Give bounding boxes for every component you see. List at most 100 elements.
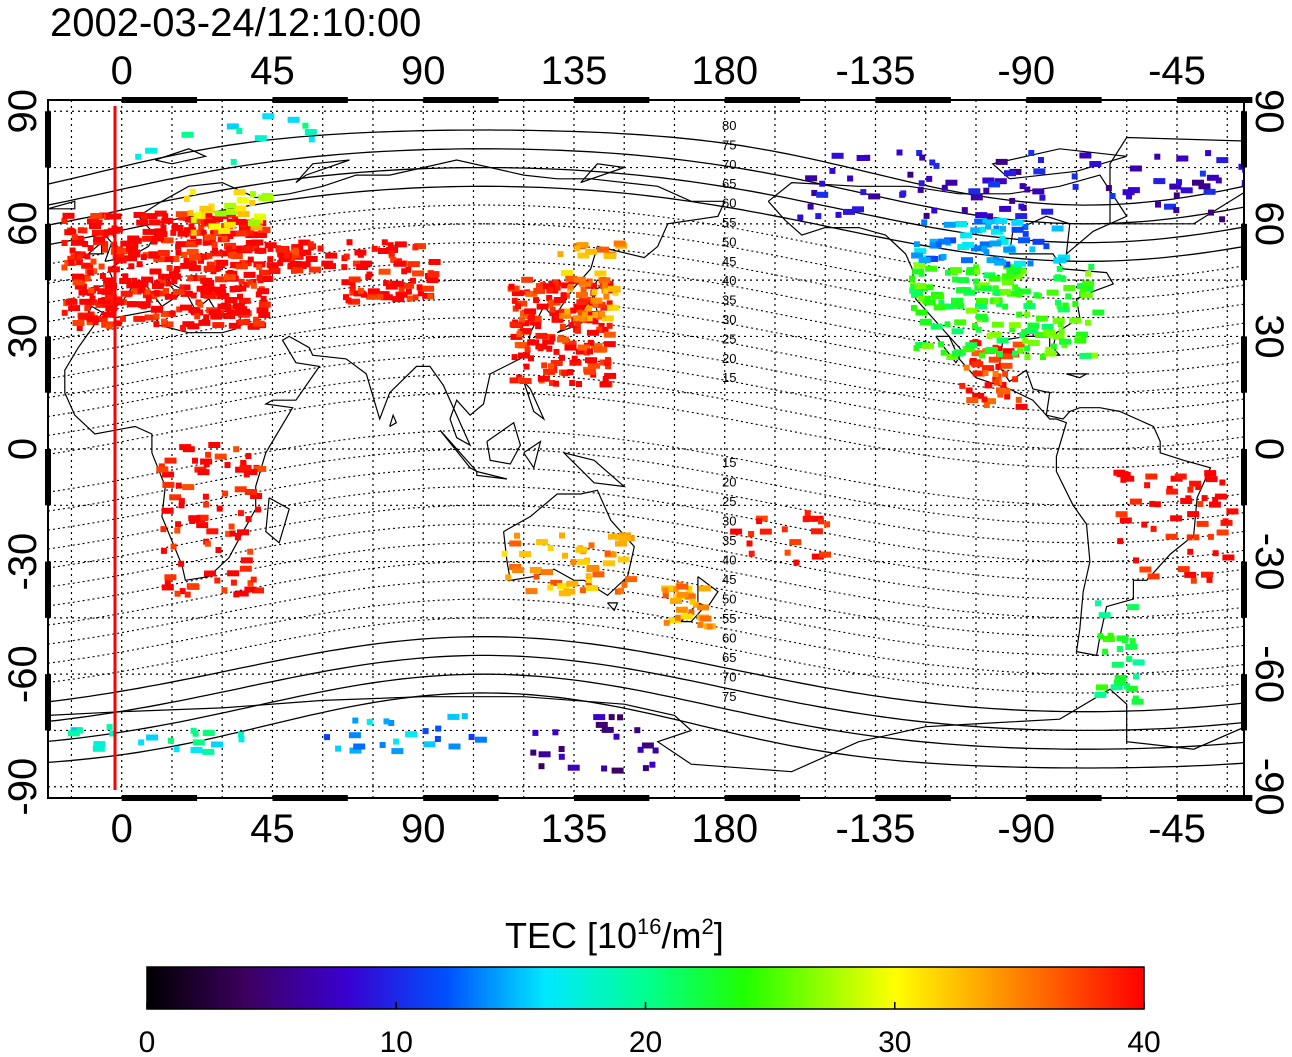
tec-cell bbox=[1053, 275, 1066, 282]
tec-cell bbox=[90, 213, 103, 219]
tec-cell bbox=[202, 748, 215, 755]
tec-cell bbox=[1024, 186, 1031, 193]
tec-cell bbox=[1096, 684, 1108, 691]
tec-cell bbox=[183, 227, 196, 234]
tec-cell bbox=[68, 305, 81, 312]
tec-cell bbox=[266, 262, 279, 269]
tec-cell bbox=[95, 316, 108, 323]
tec-cell bbox=[208, 223, 221, 230]
tec-cell bbox=[996, 238, 1009, 245]
tec-cell bbox=[257, 288, 270, 295]
contour-label: 50 bbox=[722, 234, 736, 249]
tec-cell bbox=[386, 246, 399, 253]
colorbar-tick-label: 20 bbox=[629, 1026, 662, 1057]
tec-cell bbox=[573, 276, 586, 283]
tec-cell bbox=[996, 351, 1003, 357]
tec-cell bbox=[142, 292, 149, 299]
tec-cell bbox=[388, 250, 395, 257]
tec-cell bbox=[990, 228, 1003, 235]
tec-cell bbox=[234, 285, 247, 292]
tec-cell bbox=[611, 767, 624, 774]
tec-cell bbox=[93, 236, 106, 243]
tec-cell bbox=[148, 219, 161, 226]
tec-cell bbox=[204, 234, 217, 241]
tec-cell bbox=[960, 232, 973, 239]
tec-cell bbox=[697, 604, 709, 611]
tec-cell bbox=[252, 320, 265, 327]
tec-cell bbox=[988, 356, 1001, 363]
contour-label: 80 bbox=[722, 118, 736, 133]
tec-cell bbox=[556, 583, 569, 589]
tec-cell bbox=[103, 229, 116, 236]
tec-cell bbox=[993, 298, 1000, 304]
tec-cell bbox=[352, 717, 359, 724]
tec-cell bbox=[994, 259, 1007, 266]
tec-cell bbox=[1133, 557, 1139, 564]
tec-cell bbox=[188, 254, 201, 261]
tec-cell bbox=[970, 227, 983, 234]
tec-cell bbox=[935, 241, 942, 248]
tec-cell bbox=[549, 335, 556, 342]
tec-cell bbox=[628, 535, 635, 542]
tec-cell bbox=[254, 232, 267, 238]
lon-label-top: -90 bbox=[997, 49, 1055, 93]
tec-cell bbox=[1154, 153, 1161, 160]
tec-cell bbox=[203, 461, 210, 468]
tec-cell bbox=[76, 325, 83, 331]
tec-cell bbox=[174, 527, 181, 534]
tec-cell bbox=[1056, 303, 1063, 310]
tec-cell bbox=[1002, 303, 1009, 310]
tec-cell bbox=[603, 341, 616, 348]
tec-cell bbox=[860, 189, 867, 196]
tec-cell bbox=[226, 309, 239, 316]
tec-cell bbox=[223, 221, 236, 228]
tec-cell bbox=[1144, 482, 1151, 489]
tec-cell bbox=[388, 720, 395, 726]
tec-cell bbox=[1074, 337, 1087, 344]
tec-cell bbox=[971, 322, 978, 329]
lat-label-left: 90 bbox=[1, 89, 45, 134]
tec-cell bbox=[982, 177, 995, 184]
tec-cell bbox=[550, 360, 563, 366]
tec-cell bbox=[1206, 576, 1213, 583]
tec-cell bbox=[1201, 495, 1208, 502]
tec-cell bbox=[70, 259, 83, 266]
tec-cell bbox=[1001, 353, 1014, 360]
tec-cell bbox=[1053, 257, 1060, 264]
tec-cell bbox=[1088, 264, 1095, 270]
lon-label-bottom: -135 bbox=[835, 807, 915, 851]
tec-cell bbox=[1072, 183, 1079, 190]
coastlines bbox=[48, 136, 1244, 773]
tec-cell bbox=[940, 253, 947, 260]
tec-cell bbox=[243, 271, 256, 278]
tec-cell bbox=[600, 304, 613, 311]
lon-label-top: 135 bbox=[541, 49, 608, 93]
tec-cell bbox=[586, 329, 599, 336]
tec-cell bbox=[525, 588, 538, 595]
tec-cell bbox=[1012, 341, 1025, 348]
tec-cell bbox=[1004, 261, 1011, 268]
tec-cell bbox=[618, 535, 631, 542]
tec-cell bbox=[203, 314, 210, 321]
lon-label-top: 180 bbox=[691, 49, 758, 93]
tec-cell bbox=[142, 235, 155, 242]
tec-cell bbox=[574, 327, 581, 334]
tec-cell bbox=[1026, 328, 1039, 334]
tec-cell bbox=[602, 287, 609, 294]
tec-cell bbox=[224, 202, 237, 209]
tec-cell bbox=[1024, 311, 1031, 318]
tec-cell bbox=[89, 295, 96, 302]
tec-cell bbox=[963, 289, 976, 296]
tec-cell bbox=[233, 446, 240, 453]
tec-cell bbox=[805, 175, 818, 182]
frame-tick-left bbox=[45, 111, 51, 168]
tec-cell bbox=[141, 213, 148, 220]
tec-cell bbox=[348, 276, 361, 283]
coastline-segment bbox=[48, 688, 1244, 773]
tec-cell bbox=[189, 189, 196, 195]
tec-cell bbox=[593, 346, 606, 353]
tec-cell bbox=[1187, 548, 1194, 555]
tec-cell bbox=[97, 288, 110, 295]
tec-cell bbox=[514, 532, 520, 539]
tec-cell bbox=[180, 262, 193, 269]
